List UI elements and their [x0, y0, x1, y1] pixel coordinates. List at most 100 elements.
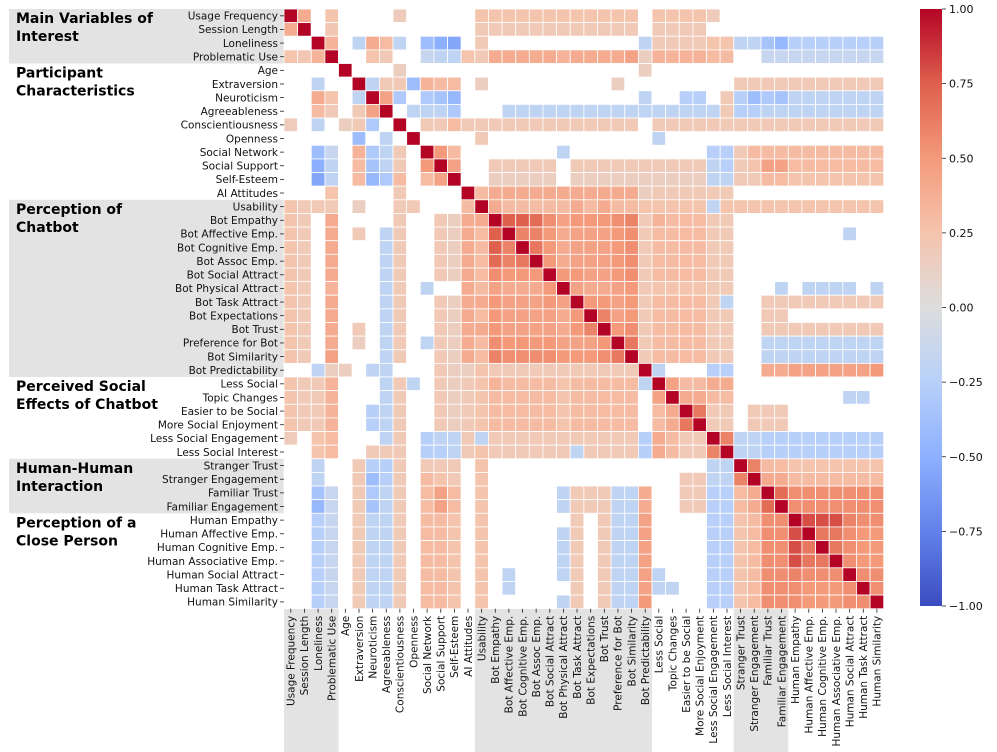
heatmap-cell-37-23 — [597, 512, 612, 528]
heatmap-cell-34-27 — [651, 472, 667, 487]
heatmap-cell-42-29 — [678, 581, 694, 596]
heatmap-cell-2-33 — [733, 35, 748, 51]
heatmap-cell-16-37 — [787, 226, 803, 242]
heatmap-cell-28-15 — [488, 390, 503, 405]
heatmap-cell-20-4 — [338, 281, 353, 296]
heatmap-cell-16-12 — [447, 226, 462, 242]
heatmap-cell-15-40 — [828, 213, 844, 228]
heatmap-cell-42-9 — [406, 581, 421, 596]
heatmap-cell-17-29 — [678, 240, 694, 255]
heatmap-cell-14-13 — [460, 199, 476, 214]
heatmap-cell-39-3 — [324, 540, 339, 555]
heatmap-cell-14-2 — [310, 199, 326, 214]
heatmap-cell-9-41 — [842, 131, 857, 146]
heatmap-cell-23-35 — [760, 322, 776, 337]
group-title: Main Variables of — [16, 11, 154, 27]
heatmap-cell-42-21 — [569, 581, 585, 596]
heatmap-cell-33-10 — [419, 458, 435, 473]
heatmap-cell-40-43 — [869, 553, 885, 569]
heatmap-cell-1-26 — [637, 22, 653, 37]
heatmap-cell-37-35 — [760, 512, 776, 528]
heatmap-cell-24-17 — [515, 335, 530, 351]
row-label: Preference for Bot — [183, 338, 278, 350]
heatmap-cell-15-5 — [351, 213, 367, 228]
heatmap-cell-24-27 — [651, 335, 667, 351]
heatmap-cell-13-24 — [610, 185, 626, 201]
heatmap-cell-23-34 — [747, 322, 762, 337]
heatmap-cell-17-26 — [637, 240, 653, 255]
heatmap-cell-29-13 — [460, 403, 476, 419]
heatmap-cell-25-8 — [392, 349, 408, 364]
heatmap-cell-11-13 — [460, 158, 476, 173]
heatmap-cell-28-16 — [501, 390, 517, 405]
heatmap-cell-26-19 — [542, 362, 557, 378]
heatmap-cell-31-9 — [406, 431, 421, 446]
heatmap-cell-37-9 — [406, 512, 421, 528]
heatmap-cell-1-24 — [610, 22, 626, 37]
heatmap-cell-4-4 — [338, 63, 353, 78]
heatmap-cell-5-38 — [801, 76, 816, 92]
column-label: Conscientiousness — [395, 616, 407, 713]
heatmap-cell-13-7 — [379, 185, 394, 201]
heatmap-cell-21-34 — [747, 294, 762, 310]
heatmap-cell-11-16 — [501, 158, 517, 173]
heatmap-cell-21-32 — [719, 294, 735, 310]
heatmap-cell-32-22 — [583, 444, 598, 460]
heatmap-cell-17-23 — [597, 240, 612, 255]
heatmap-cell-6-18 — [528, 90, 544, 105]
heatmap-cell-36-43 — [869, 499, 885, 514]
heatmap-cell-2-19 — [542, 35, 557, 51]
heatmap-cell-17-7 — [379, 240, 394, 255]
heatmap-cell-21-4 — [338, 294, 353, 310]
heatmap-cell-42-12 — [447, 581, 462, 596]
heatmap-cell-0-9 — [406, 8, 421, 24]
heatmap-cell-34-21 — [569, 472, 585, 487]
heatmap-cell-27-33 — [733, 376, 748, 392]
heatmap-cell-40-3 — [324, 553, 339, 569]
heatmap-cell-32-38 — [801, 444, 816, 460]
heatmap-cell-14-0 — [283, 199, 299, 214]
row-label: Neuroticism — [215, 92, 278, 104]
heatmap-cell-41-24 — [610, 567, 626, 582]
row-label: Social Network — [200, 147, 279, 159]
heatmap-cell-10-3 — [324, 144, 339, 160]
heatmap-cell-22-1 — [297, 308, 312, 323]
heatmap-cell-12-32 — [719, 172, 735, 187]
heatmap-cell-12-11 — [433, 172, 448, 187]
heatmap-cell-7-3 — [324, 104, 339, 119]
heatmap-cell-7-23 — [597, 104, 612, 119]
heatmap-cell-1-20 — [556, 22, 571, 37]
heatmap-cell-30-11 — [433, 417, 448, 432]
heatmap-cell-25-11 — [433, 349, 448, 364]
row-label: Age — [258, 65, 278, 77]
heatmap-cell-42-42 — [856, 581, 871, 596]
heatmap-cell-9-37 — [787, 131, 803, 146]
heatmap-cell-15-24 — [610, 213, 626, 228]
heatmap-cell-19-0 — [283, 267, 299, 283]
heatmap-cell-35-5 — [351, 485, 367, 501]
heatmap-cell-11-24 — [610, 158, 626, 173]
heatmap-cell-28-38 — [801, 390, 816, 405]
heatmap-cell-8-3 — [324, 117, 339, 133]
heatmap-cell-27-20 — [556, 376, 571, 392]
heatmap-cell-25-38 — [801, 349, 816, 364]
heatmap-cell-37-32 — [719, 512, 735, 528]
heatmap-cell-17-4 — [338, 240, 353, 255]
heatmap-cell-7-32 — [719, 104, 735, 119]
heatmap-cell-28-41 — [842, 390, 857, 405]
heatmap-cell-39-23 — [597, 540, 612, 555]
heatmap-cell-38-40 — [828, 526, 844, 541]
heatmap-cell-10-1 — [297, 144, 312, 160]
heatmap-cell-10-10 — [419, 144, 435, 160]
heatmap-cell-8-24 — [610, 117, 626, 133]
heatmap-cell-25-40 — [828, 349, 844, 364]
heatmap-cell-24-18 — [528, 335, 544, 351]
heatmap-cell-4-8 — [392, 63, 408, 78]
heatmap-cell-34-8 — [392, 472, 408, 487]
heatmap-cell-18-12 — [447, 253, 462, 269]
heatmap-cell-23-16 — [501, 322, 517, 337]
heatmap-cell-11-20 — [556, 158, 571, 173]
heatmap-cell-21-14 — [474, 294, 489, 310]
heatmap-cell-7-39 — [815, 104, 830, 119]
heatmap-cell-27-0 — [283, 376, 299, 392]
